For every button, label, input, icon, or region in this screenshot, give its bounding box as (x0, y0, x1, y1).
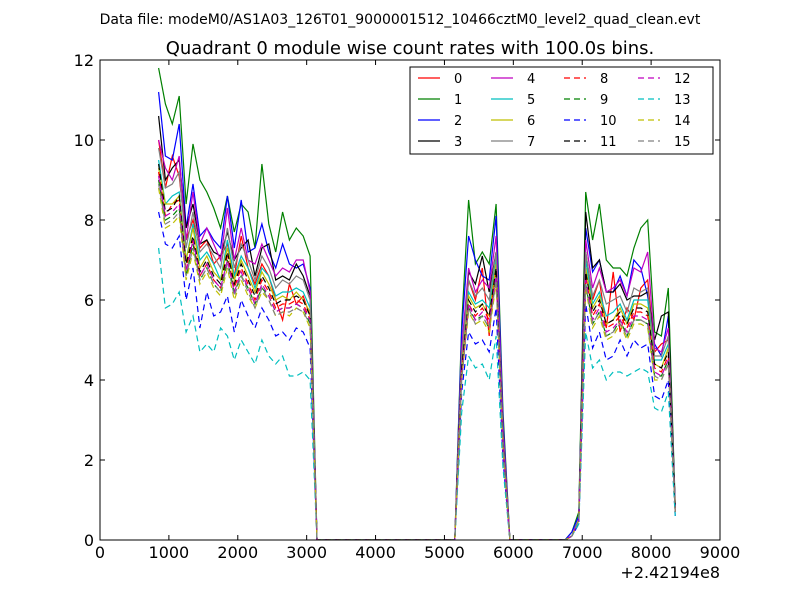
legend-label: 8 (600, 72, 608, 87)
y-tick-label: 10 (74, 131, 94, 150)
legend-item-7: 7 (491, 135, 535, 150)
x-tick-label: 4000 (355, 543, 396, 562)
y-tick-label: 4 (84, 371, 94, 390)
x-tick-label: 2000 (217, 543, 258, 562)
y-tick-label: 6 (84, 291, 94, 310)
legend-label: 3 (454, 135, 462, 150)
x-axis-offset-label: +2.42194e8 (620, 563, 720, 582)
legend-label: 2 (454, 114, 462, 129)
legend-item-8: 8 (564, 72, 608, 87)
legend-box (409, 66, 714, 155)
series-line-6 (158, 167, 676, 540)
series-line-0 (158, 139, 676, 540)
y-tick-label: 0 (84, 531, 94, 550)
legend-label: 9 (600, 93, 608, 108)
legend-item-1: 1 (418, 93, 462, 108)
legend-item-4: 4 (491, 72, 535, 87)
x-axis: 0 1000 2000 3000 4000 5000 6000 7000 8000 9000 (95, 60, 740, 562)
x-tick-label: 3000 (286, 543, 327, 562)
chart-title: Quadrant 0 module wise count rates with … (166, 38, 655, 59)
x-tick-label: 5000 (424, 543, 465, 562)
legend-label: 6 (527, 114, 535, 129)
series-line-2 (158, 91, 676, 540)
plot-area (99, 59, 721, 541)
x-tick-label: 8000 (631, 543, 672, 562)
x-tick-label: 7000 (562, 543, 603, 562)
series-line-12 (158, 175, 676, 540)
legend-label: 14 (674, 114, 691, 129)
legend-label: 4 (527, 72, 535, 87)
series-line-10 (158, 211, 676, 540)
legend-label: 0 (454, 72, 462, 87)
series-line-14 (158, 187, 676, 540)
legend-item-5: 5 (491, 93, 535, 108)
legend-label: 15 (674, 135, 691, 150)
legend-label: 5 (527, 93, 535, 108)
chart-suptitle: Data file: modeM0/AS1A03_126T01_90000015… (100, 12, 701, 28)
x-tick-label: 6000 (493, 543, 534, 562)
series-line-7 (158, 147, 676, 540)
x-tick-label: 9000 (700, 543, 741, 562)
y-tick-label: 2 (84, 451, 94, 470)
series-line-4 (158, 139, 676, 540)
legend-item-14: 14 (638, 114, 691, 129)
legend-item-13: 13 (638, 93, 691, 108)
legend-item-15: 15 (638, 135, 691, 150)
series-line-11 (158, 163, 676, 540)
legend-item-11: 11 (564, 135, 617, 150)
legend-item-10: 10 (564, 114, 617, 129)
legend-item-0: 0 (418, 72, 462, 87)
series-line-1 (158, 67, 676, 540)
legend-item-2: 2 (418, 114, 462, 129)
y-tick-label: 8 (84, 211, 94, 230)
series-layer (158, 67, 676, 540)
legend-item-9: 9 (564, 93, 608, 108)
series-line-13 (158, 247, 676, 540)
legend-label: 11 (600, 135, 617, 150)
x-tick-label: 0 (95, 543, 105, 562)
legend-item-12: 12 (638, 72, 691, 87)
series-line-15 (158, 183, 676, 540)
legend-label: 12 (674, 72, 691, 87)
series-line-3 (158, 115, 676, 540)
legend-label: 1 (454, 93, 462, 108)
y-tick-label: 12 (74, 51, 94, 70)
legend-label: 13 (674, 93, 691, 108)
legend-label: 10 (600, 114, 617, 129)
legend-item-3: 3 (418, 135, 462, 150)
legend-item-6: 6 (491, 114, 535, 129)
legend-label: 7 (527, 135, 535, 150)
x-tick-label: 1000 (149, 543, 190, 562)
series-line-5 (158, 159, 676, 540)
